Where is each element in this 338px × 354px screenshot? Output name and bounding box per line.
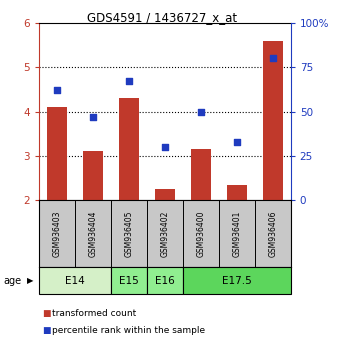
Bar bbox=[147, 267, 183, 294]
Text: GDS4591 / 1436727_x_at: GDS4591 / 1436727_x_at bbox=[87, 11, 237, 24]
Bar bbox=[83, 152, 103, 200]
Bar bbox=[155, 189, 175, 200]
Text: GSM936406: GSM936406 bbox=[268, 210, 277, 257]
Text: GSM936403: GSM936403 bbox=[52, 210, 62, 257]
Text: E14: E14 bbox=[65, 275, 85, 286]
Text: transformed count: transformed count bbox=[52, 309, 137, 318]
Bar bbox=[227, 184, 247, 200]
Point bbox=[90, 114, 96, 120]
Text: GSM936400: GSM936400 bbox=[196, 210, 205, 257]
Text: E16: E16 bbox=[155, 275, 175, 286]
Text: ■: ■ bbox=[42, 326, 51, 336]
Point bbox=[54, 87, 59, 93]
Text: E15: E15 bbox=[119, 275, 139, 286]
Text: percentile rank within the sample: percentile rank within the sample bbox=[52, 326, 206, 336]
Text: E17.5: E17.5 bbox=[222, 275, 251, 286]
Point bbox=[234, 139, 239, 144]
Bar bbox=[263, 41, 283, 200]
Bar bbox=[183, 267, 291, 294]
Point bbox=[162, 144, 168, 150]
Bar bbox=[39, 267, 111, 294]
Text: ▶: ▶ bbox=[27, 276, 34, 285]
Point bbox=[126, 79, 131, 84]
Bar bbox=[191, 149, 211, 200]
Point bbox=[270, 56, 275, 61]
Point bbox=[198, 109, 203, 114]
Text: age: age bbox=[3, 275, 22, 286]
Text: GSM936405: GSM936405 bbox=[124, 210, 133, 257]
Bar bbox=[119, 98, 139, 200]
Bar bbox=[47, 107, 67, 200]
Text: GSM936402: GSM936402 bbox=[160, 210, 169, 257]
Text: GSM936401: GSM936401 bbox=[232, 210, 241, 257]
Bar bbox=[111, 267, 147, 294]
Text: ■: ■ bbox=[42, 309, 51, 318]
Text: GSM936404: GSM936404 bbox=[88, 210, 97, 257]
